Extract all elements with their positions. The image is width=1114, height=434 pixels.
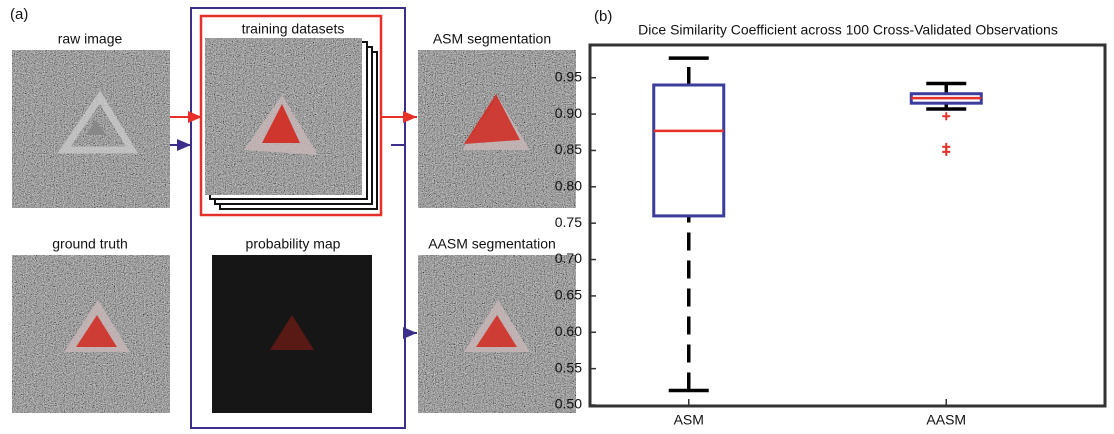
y-tick-label: 0.75	[555, 214, 582, 230]
arrow	[391, 145, 417, 333]
y-tick-label: 0.55	[555, 359, 582, 375]
chart-title: Dice Similarity Coefficient across 100 C…	[638, 22, 1058, 38]
image-label: AASM segmentation	[428, 236, 556, 252]
image-label: ground truth	[52, 236, 128, 252]
plot: 0.50 0.55 0.60 0.65 0.70 0.75 0.80 0.85 0.90 0.95…	[555, 58, 982, 428]
image-label: training datasets	[242, 21, 345, 37]
x-tick-label: AASM	[926, 412, 966, 428]
panel-label: (a)	[10, 6, 28, 23]
image-label: probability map	[246, 236, 341, 252]
y-tick-label: 0.85	[555, 141, 582, 157]
figure: (a) raw image ground truth training data…	[0, 0, 1114, 434]
y-tick-label: 0.50	[555, 396, 582, 412]
outlier	[942, 112, 950, 120]
image-label: ASM segmentation	[433, 31, 551, 47]
y-tick-label: 0.80	[555, 178, 582, 194]
box	[654, 85, 724, 216]
y-tick-label: 0.90	[555, 105, 582, 121]
image-label: raw image	[58, 31, 123, 47]
y-tick-label: 0.60	[555, 323, 582, 339]
panel-label: (b)	[594, 8, 612, 25]
x-tick-label: ASM	[674, 412, 704, 428]
outlier	[942, 148, 950, 156]
y-tick-label: 0.70	[555, 250, 582, 266]
y-tick-label: 0.95	[555, 68, 582, 84]
y-tick-label: 0.65	[555, 287, 582, 303]
